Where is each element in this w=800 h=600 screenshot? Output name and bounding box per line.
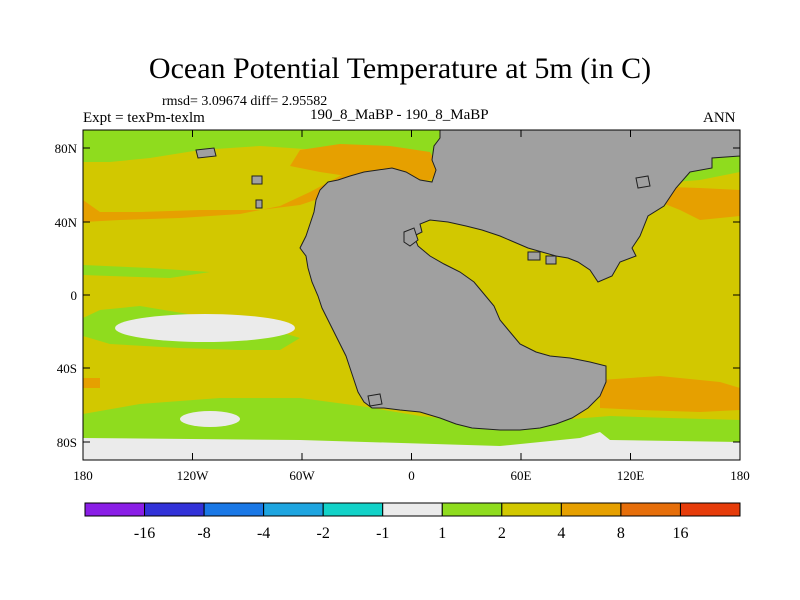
east-islet-2 (545, 255, 557, 265)
colorbar-box (501, 502, 562, 517)
southern-green-band (83, 398, 740, 450)
lon-label-180w: 180 (73, 468, 93, 483)
colorbar-box (263, 502, 324, 517)
colorbar-box (382, 502, 443, 517)
arctic-island (195, 147, 217, 159)
experiment-label: Expt = texPm-texlm (83, 110, 205, 126)
east-islet (527, 251, 541, 261)
lon-label-60e: 60E (511, 468, 532, 483)
colorbar-box (203, 502, 265, 517)
lon-label-60w: 60W (289, 468, 315, 483)
pangaea-land (299, 130, 740, 431)
colorbar-label: -1 (376, 525, 389, 542)
colorbar-box (84, 502, 146, 517)
southern-ocean-warm (600, 376, 740, 412)
page-title: Ocean Potential Temperature at 5m (in C) (148, 52, 652, 85)
colorbar-box (679, 502, 741, 517)
tropical-band-west (83, 265, 210, 278)
lat-label-0: 0 (71, 288, 78, 303)
colorbar-box (620, 502, 681, 517)
colorbar-label: 1 (438, 525, 446, 542)
lat-label-40n: 40N (55, 215, 78, 230)
colorbar-box (560, 502, 622, 517)
pacific-islet (251, 175, 263, 185)
colorbar-label: 8 (617, 525, 625, 542)
lat-axis (83, 147, 740, 443)
season-label: ANN (703, 110, 736, 126)
tethys-island (403, 227, 419, 247)
lat-label-80s: 80S (57, 435, 77, 450)
colorbar-label: -8 (197, 525, 210, 542)
colorbar-label: 2 (498, 525, 506, 542)
southern-warm-west (83, 378, 100, 388)
north-island (635, 175, 651, 189)
colorbar-label: -2 (317, 525, 330, 542)
lon-label-120w: 120W (177, 468, 210, 483)
colorbar-label: 4 (557, 525, 565, 542)
colorbar-label: 16 (672, 525, 688, 542)
antarctic-near-zero (83, 432, 740, 460)
pacific-islet-2 (255, 199, 263, 209)
tropical-near-zero (115, 314, 295, 342)
lon-label-120e: 120E (617, 468, 645, 483)
rmsd-diff-stats: rmsd= 3.09674 diff= 2.95582 (162, 94, 328, 109)
lat-label-80n: 80N (55, 141, 78, 156)
colorbar-box (144, 502, 205, 517)
lon-axis (82, 130, 741, 460)
colorbar-label: -16 (134, 525, 155, 542)
colorbar-box (441, 502, 503, 517)
map-field (83, 130, 740, 460)
colorbar-box (322, 502, 384, 517)
south-pacific-near-zero (180, 411, 240, 427)
lon-label-0: 0 (408, 468, 415, 483)
colorbar: -16 -8 -4 -2 -1 1 2 4 8 16 (84, 502, 741, 542)
lat-label-40s: 40S (57, 361, 77, 376)
case-label: 190_8_MaBP - 190_8_MaBP (310, 107, 489, 123)
south-island (367, 393, 383, 407)
lon-label-180e: 180 (730, 468, 750, 483)
colorbar-label: -4 (257, 525, 270, 542)
